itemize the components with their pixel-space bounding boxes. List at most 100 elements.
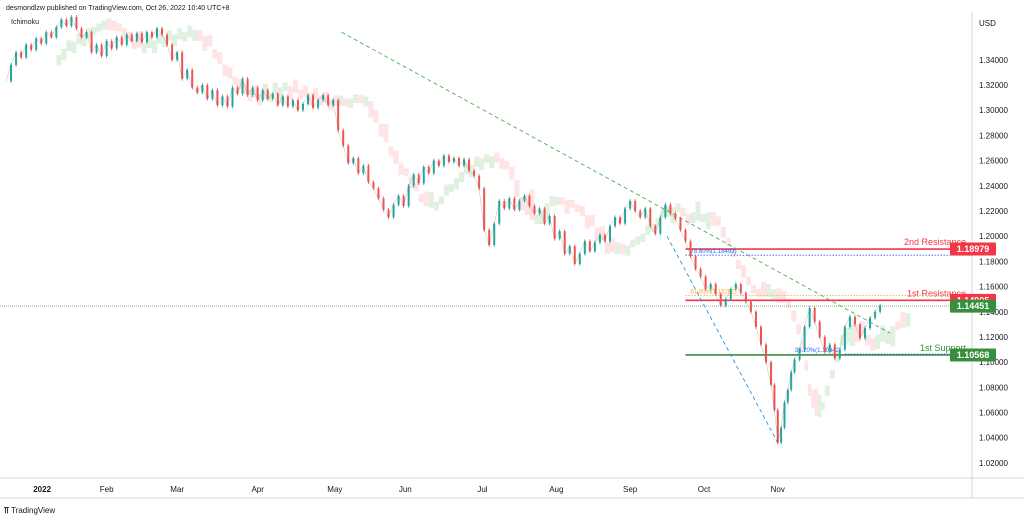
candle-body bbox=[342, 130, 345, 146]
time-axis-labels: 2022 Feb Mar Apr May Jun Jul Aug Sep Oct Nov bbox=[33, 485, 785, 494]
cloud-segment bbox=[136, 31, 142, 48]
candle-body bbox=[573, 246, 576, 264]
candle-body bbox=[301, 103, 304, 111]
cloud-segment bbox=[730, 248, 736, 258]
cloud-segment bbox=[177, 28, 183, 40]
cloud-segment bbox=[428, 192, 434, 208]
candle-body bbox=[186, 69, 189, 79]
cloud-segment bbox=[824, 385, 830, 397]
candle-body bbox=[30, 44, 33, 50]
cloud-segment bbox=[710, 211, 716, 227]
indicator-legend[interactable]: Ichimoku bbox=[11, 19, 40, 26]
cloud-segment bbox=[594, 227, 600, 242]
y-tick-label: 1.26000 bbox=[979, 157, 1008, 166]
cloud-segment bbox=[807, 383, 812, 397]
candle-body bbox=[367, 165, 370, 183]
cloud-segment bbox=[459, 171, 465, 183]
candle-body bbox=[609, 226, 611, 242]
candle-body bbox=[110, 40, 113, 49]
cloud-segment bbox=[71, 41, 77, 53]
candle-body bbox=[407, 185, 410, 206]
cloud-segment bbox=[267, 92, 273, 103]
candle-body bbox=[679, 218, 682, 230]
cloud-segment bbox=[665, 207, 671, 217]
cloud-segment bbox=[635, 236, 641, 245]
cloud-segment bbox=[740, 265, 746, 278]
cloud-segment bbox=[514, 179, 520, 198]
candle-body bbox=[105, 40, 108, 57]
candle-body bbox=[312, 95, 315, 108]
cloud-segment bbox=[277, 87, 283, 104]
candle-body bbox=[352, 158, 355, 164]
cloud-segment bbox=[620, 243, 626, 254]
cloud-segment bbox=[408, 176, 414, 189]
cloud-segment bbox=[146, 35, 152, 49]
cloud-segment bbox=[509, 166, 515, 180]
cloud-segment bbox=[121, 28, 127, 38]
candle-body bbox=[473, 170, 476, 176]
candle-body bbox=[377, 188, 380, 199]
cloud-segment bbox=[373, 110, 379, 123]
cloud-segment bbox=[615, 242, 621, 255]
cloud-segment bbox=[880, 325, 886, 342]
cloud-segment bbox=[761, 281, 767, 297]
candle-body bbox=[874, 311, 877, 319]
cloud-segment bbox=[313, 88, 319, 100]
cloud-segment bbox=[126, 31, 132, 42]
cloud-segment bbox=[640, 233, 646, 242]
candle-body bbox=[135, 33, 138, 41]
candle-body bbox=[281, 96, 284, 106]
cloud-segment bbox=[895, 321, 901, 331]
cloud-segment bbox=[834, 353, 840, 363]
cloud-segment bbox=[111, 20, 117, 31]
cloud-segment bbox=[318, 95, 324, 106]
candle-body bbox=[823, 336, 826, 353]
candle-body bbox=[115, 37, 118, 49]
cloud-segment bbox=[499, 158, 505, 169]
candle-body bbox=[382, 198, 385, 210]
cloud-segment bbox=[544, 203, 550, 220]
candle-body bbox=[176, 52, 179, 60]
candle-body bbox=[442, 155, 445, 166]
cloud-segment bbox=[690, 212, 696, 224]
y-tick-label: 1.20000 bbox=[979, 232, 1008, 241]
candle-body bbox=[75, 17, 78, 29]
candle-body bbox=[770, 362, 773, 385]
candle-body bbox=[463, 159, 466, 166]
candle-body bbox=[563, 231, 566, 254]
footer-brand[interactable]: ⫪ TradingView bbox=[4, 505, 55, 516]
cloud-segment bbox=[725, 237, 731, 247]
candle-body bbox=[221, 96, 224, 106]
cloud-segment bbox=[584, 215, 590, 229]
price-tag-label: 1.10568 bbox=[957, 350, 990, 360]
x-tick-label: Nov bbox=[771, 485, 785, 494]
candle-body bbox=[125, 34, 128, 45]
candle-body bbox=[578, 253, 581, 264]
candle-body bbox=[793, 359, 796, 373]
candle-body bbox=[45, 32, 48, 44]
level-label: 2nd Resistance bbox=[904, 237, 966, 247]
candle-body bbox=[161, 28, 164, 35]
candle-body bbox=[808, 307, 811, 327]
candle-body bbox=[236, 87, 239, 94]
candle-body bbox=[317, 100, 320, 108]
y-tick-label: 1.04000 bbox=[979, 434, 1008, 443]
candle-body bbox=[518, 200, 521, 210]
candle-body bbox=[528, 195, 531, 206]
candle-body bbox=[201, 85, 204, 93]
cloud-segment bbox=[791, 310, 797, 322]
cloud-segment bbox=[750, 284, 756, 294]
candle-body bbox=[332, 100, 335, 106]
cloud-segment bbox=[413, 182, 419, 192]
cloud-segment bbox=[262, 83, 268, 100]
cloud-segment bbox=[423, 191, 429, 207]
y-tick-label: 1.08000 bbox=[979, 383, 1008, 392]
price-path bbox=[5, 16, 881, 443]
candle-body bbox=[166, 34, 169, 45]
candle-body bbox=[387, 209, 390, 218]
candle-body bbox=[709, 284, 712, 290]
candle-body bbox=[483, 188, 486, 230]
price-tag-label: 1.14451 bbox=[957, 301, 990, 311]
